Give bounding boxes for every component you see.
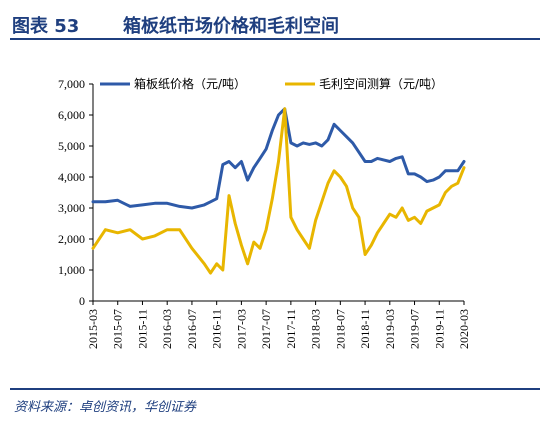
y-tick-label: 4,000 bbox=[58, 170, 85, 184]
figure-label: 图表 53 bbox=[12, 16, 80, 37]
legend-label-1: 箱板纸价格（元/吨） bbox=[134, 76, 246, 91]
x-tick-label: 2015-07 bbox=[111, 309, 125, 349]
x-tick-label: 2019-03 bbox=[383, 309, 397, 349]
x-tick-label: 2018-03 bbox=[309, 309, 323, 349]
x-tick-label: 2018-11 bbox=[358, 309, 372, 349]
x-tick-label: 2015-11 bbox=[135, 309, 149, 349]
x-tick-label: 2017-11 bbox=[284, 309, 298, 349]
y-tick-label: 7,000 bbox=[58, 77, 85, 91]
series-line-1 bbox=[91, 107, 466, 210]
x-tick-label: 2015-03 bbox=[86, 309, 100, 349]
x-tick-label: 2017-03 bbox=[234, 309, 248, 349]
y-tick-label: 0 bbox=[79, 294, 85, 308]
legend-label-2: 毛利空间测算（元/吨） bbox=[319, 76, 443, 91]
y-tick-label: 2,000 bbox=[58, 232, 85, 246]
y-tick-label: 5,000 bbox=[58, 139, 85, 153]
y-tick-label: 6,000 bbox=[58, 108, 85, 122]
x-tick-label: 2016-11 bbox=[210, 309, 224, 349]
x-tick-label: 2019-11 bbox=[432, 309, 446, 349]
x-tick-label: 2017-07 bbox=[259, 309, 273, 349]
source-note: 资料来源：卓创资讯，华创证券 bbox=[14, 400, 197, 415]
y-tick-label: 1,000 bbox=[58, 263, 85, 277]
line-chart: 0 1,000 2,000 3,000 4,000 5,000 6,000 7,000 2015… bbox=[58, 76, 471, 349]
title-bar: 图表 53 箱板纸市场价格和毛利空间 bbox=[10, 6, 540, 40]
series-line-2 bbox=[91, 107, 466, 275]
x-tick-label: 2016-07 bbox=[185, 309, 199, 349]
y-tick-label: 3,000 bbox=[58, 201, 85, 215]
x-tick-label: 2018-07 bbox=[333, 309, 347, 349]
x-tick-label: 2020-03 bbox=[457, 309, 471, 349]
x-tick-label: 2019-07 bbox=[408, 309, 422, 349]
figure-title: 箱板纸市场价格和毛利空间 bbox=[123, 16, 339, 37]
source-divider bbox=[10, 388, 540, 390]
x-tick-label: 2016-03 bbox=[160, 309, 174, 349]
